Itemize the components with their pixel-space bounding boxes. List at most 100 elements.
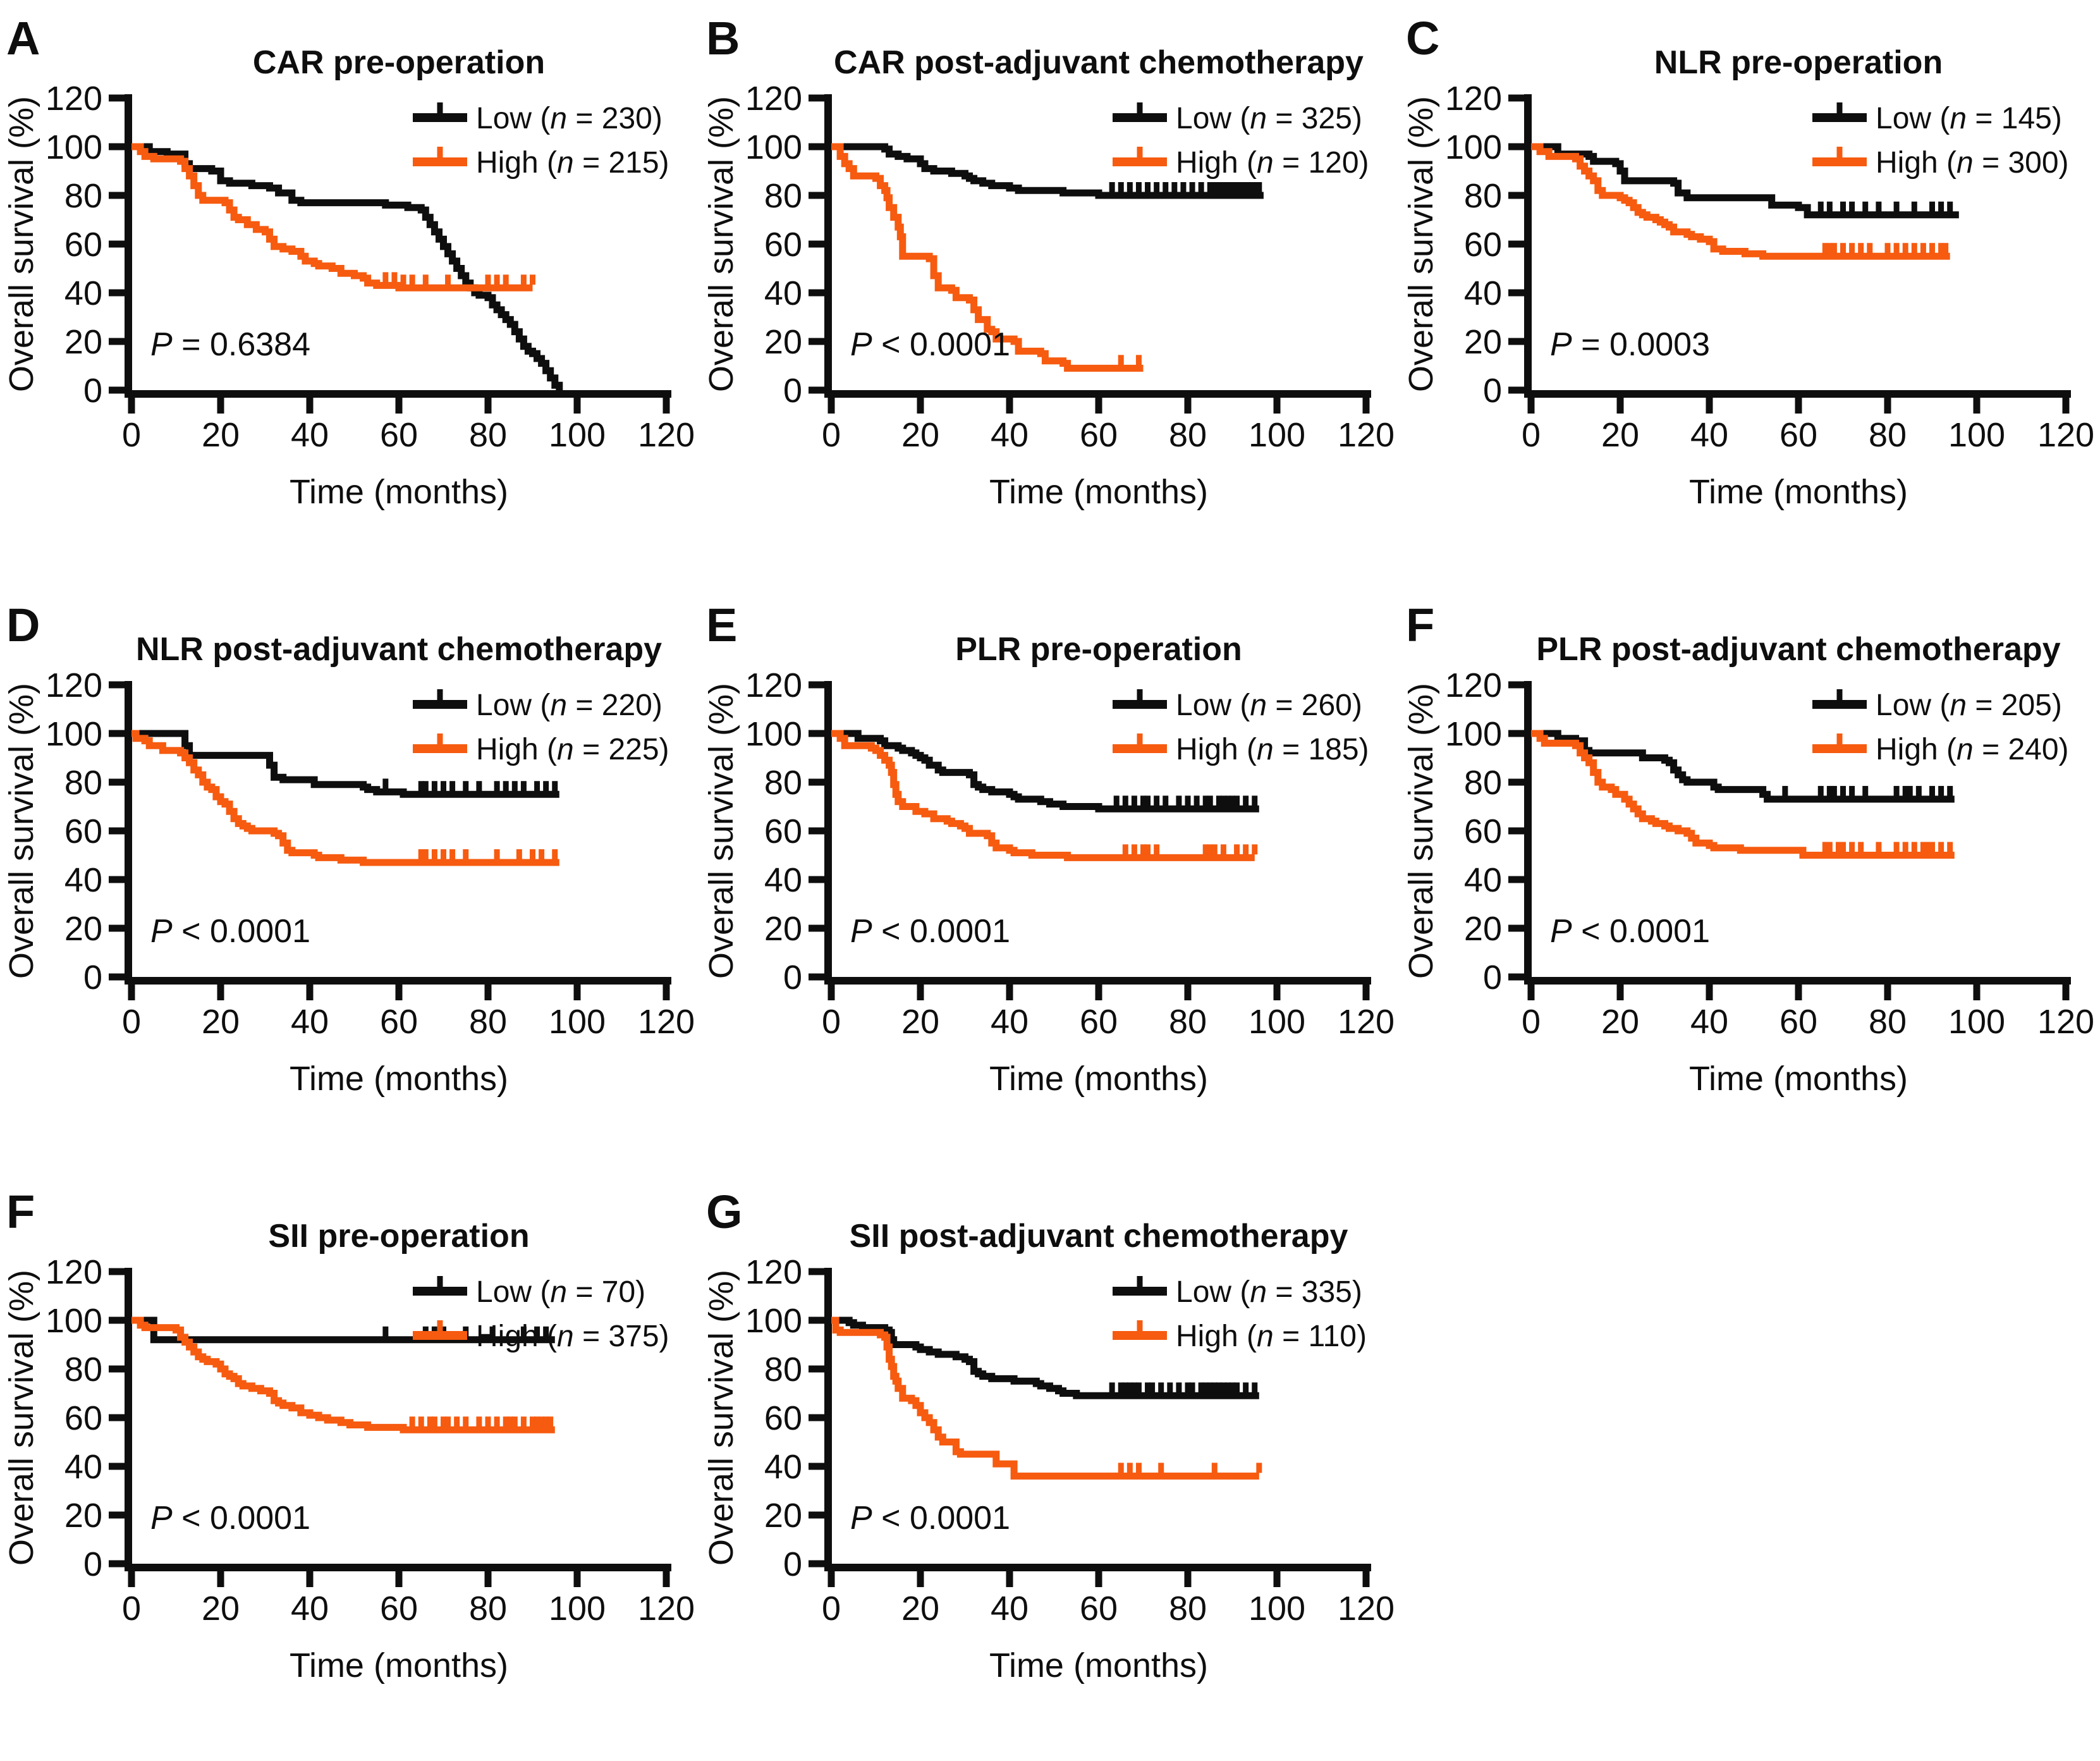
legend-item-low: Low (n = 70) <box>413 1275 645 1309</box>
x-tick-label: 80 <box>1869 416 1907 454</box>
y-tick-label: 80 <box>1464 177 1502 215</box>
figure-cell: A CAR pre-operation 0 20 40 60 80 100 120 0 20 40 60… <box>0 0 700 587</box>
y-tick-label: 20 <box>64 910 102 948</box>
legend-label: Low (n = 70) <box>476 1275 645 1309</box>
x-tick-label: 20 <box>202 416 240 454</box>
survival-curve-high <box>131 730 559 866</box>
y-tick-label: 80 <box>64 764 102 802</box>
legend-label: Low (n = 325) <box>1176 102 1362 135</box>
y-tick-label: 0 <box>83 1545 102 1583</box>
x-axis-title: Time (months) <box>290 1647 508 1684</box>
legend-label: High (n = 185) <box>1176 733 1369 766</box>
x-tick-label: 0 <box>1522 1003 1541 1041</box>
y-axis-title: Overall survival (%) <box>1402 96 1440 392</box>
km-panel-a-0: A CAR pre-operation 0 20 40 60 80 100 120 0 20 40 60… <box>3 12 695 511</box>
legend-label: Low (n = 260) <box>1176 689 1362 722</box>
x-tick-label: 60 <box>1080 1590 1118 1628</box>
legend-label: High (n = 120) <box>1176 146 1369 180</box>
panel-letter: G <box>706 1186 743 1238</box>
legend-label: High (n = 240) <box>1876 733 2069 766</box>
legend-label: Low (n = 230) <box>476 102 662 135</box>
figure-cell: E PLR pre-operation 0 20 40 60 80 100 120 0 20 40 60… <box>700 587 1400 1174</box>
figure-cell: B CAR post-adjuvant chemotherapy 0 20 40 60 80… <box>700 0 1400 587</box>
km-panel-g-7: G SII post-adjuvant chemotherapy 0 20 40 60 80… <box>702 1186 1395 1684</box>
survival-curve-low <box>1531 730 1955 803</box>
x-tick-label: 40 <box>991 1590 1029 1628</box>
y-tick-label: 60 <box>1464 813 1502 850</box>
x-tick-label: 120 <box>638 1590 695 1628</box>
panel-title: PLR post-adjuvant chemotherapy <box>1536 631 2060 668</box>
y-tick-label: 40 <box>764 861 802 899</box>
y-tick-label: 60 <box>64 226 102 264</box>
y-tick-label: 100 <box>745 1302 802 1340</box>
x-tick-label: 60 <box>1080 1003 1118 1041</box>
legend-item-low: Low (n = 325) <box>1113 102 1362 135</box>
legend-item-low: Low (n = 335) <box>1113 1275 1362 1309</box>
x-tick-label: 80 <box>1169 416 1207 454</box>
panel-letter: E <box>706 599 737 651</box>
y-axis-title: Overall survival (%) <box>702 683 740 979</box>
survival-curve-high <box>1531 143 1950 260</box>
x-tick-label: 100 <box>549 1590 606 1628</box>
panel-letter: F <box>6 1186 35 1238</box>
y-tick-label: 80 <box>764 1351 802 1389</box>
legend-item-high: High (n = 120) <box>1113 146 1369 180</box>
x-tick-label: 80 <box>1169 1590 1207 1628</box>
y-tick-label: 80 <box>764 177 802 215</box>
x-tick-label: 40 <box>1690 416 1728 454</box>
y-tick-label: 80 <box>764 764 802 802</box>
legend-item-high: High (n = 375) <box>413 1320 669 1353</box>
y-tick-label: 120 <box>745 666 802 704</box>
survival-curve-high <box>831 1316 1259 1480</box>
y-tick-label: 100 <box>1445 715 1502 753</box>
y-axis-title: Overall survival (%) <box>702 96 740 392</box>
x-tick-label: 0 <box>822 1003 841 1041</box>
y-tick-label: 80 <box>64 1351 102 1389</box>
x-tick-label: 40 <box>291 1590 329 1628</box>
survival-curve-high <box>1531 730 1955 859</box>
legend-item-low: Low (n = 145) <box>1812 102 2062 135</box>
x-tick-label: 80 <box>469 416 507 454</box>
x-tick-label: 40 <box>291 1003 329 1041</box>
y-tick-label: 60 <box>1464 226 1502 264</box>
legend-label: High (n = 110) <box>1176 1320 1367 1353</box>
y-tick-label: 40 <box>64 274 102 312</box>
y-tick-label: 0 <box>83 959 102 997</box>
y-axis-title: Overall survival (%) <box>3 1270 40 1566</box>
x-tick-label: 60 <box>1780 1003 1817 1041</box>
y-tick-label: 40 <box>764 274 802 312</box>
y-tick-label: 100 <box>46 1302 102 1340</box>
y-tick-label: 0 <box>783 1545 802 1583</box>
legend-label: High (n = 225) <box>476 733 669 766</box>
x-axis-title: Time (months) <box>989 473 1208 511</box>
survival-curve-low <box>131 730 559 798</box>
y-tick-label: 120 <box>46 80 102 118</box>
y-tick-label: 100 <box>745 128 802 166</box>
x-tick-label: 20 <box>901 1003 939 1041</box>
y-tick-label: 0 <box>1483 959 1502 997</box>
figure-cell: G SII post-adjuvant chemotherapy 0 20 40 60 80… <box>700 1174 1400 1760</box>
x-tick-label: 40 <box>1690 1003 1728 1041</box>
y-tick-label: 120 <box>745 1253 802 1291</box>
y-tick-label: 100 <box>46 715 102 753</box>
y-tick-label: 0 <box>783 959 802 997</box>
km-panel-c-2: C NLR pre-operation 0 20 40 60 80 100 120 0 20 40 60… <box>1402 12 2094 511</box>
x-tick-label: 0 <box>122 416 141 454</box>
y-tick-label: 40 <box>64 861 102 899</box>
km-panel-b-1: B CAR post-adjuvant chemotherapy 0 20 40 60 80… <box>702 12 1395 511</box>
x-tick-label: 20 <box>901 416 939 454</box>
x-tick-label: 80 <box>469 1590 507 1628</box>
y-tick-label: 60 <box>764 813 802 850</box>
p-value-label: P < 0.0001 <box>850 326 1010 363</box>
x-tick-label: 120 <box>638 416 695 454</box>
y-tick-label: 20 <box>64 1497 102 1535</box>
figure-cell: D NLR post-adjuvant chemotherapy 0 20 40 60 80… <box>0 587 700 1174</box>
p-value-label: P = 0.6384 <box>150 326 310 363</box>
y-tick-label: 100 <box>745 715 802 753</box>
panel-title: SII post-adjuvant chemotherapy <box>850 1218 1348 1255</box>
x-tick-label: 60 <box>380 1003 418 1041</box>
x-tick-label: 120 <box>1338 1590 1395 1628</box>
y-tick-label: 100 <box>46 128 102 166</box>
panel-title: SII pre-operation <box>268 1218 529 1255</box>
x-tick-label: 60 <box>1780 416 1817 454</box>
